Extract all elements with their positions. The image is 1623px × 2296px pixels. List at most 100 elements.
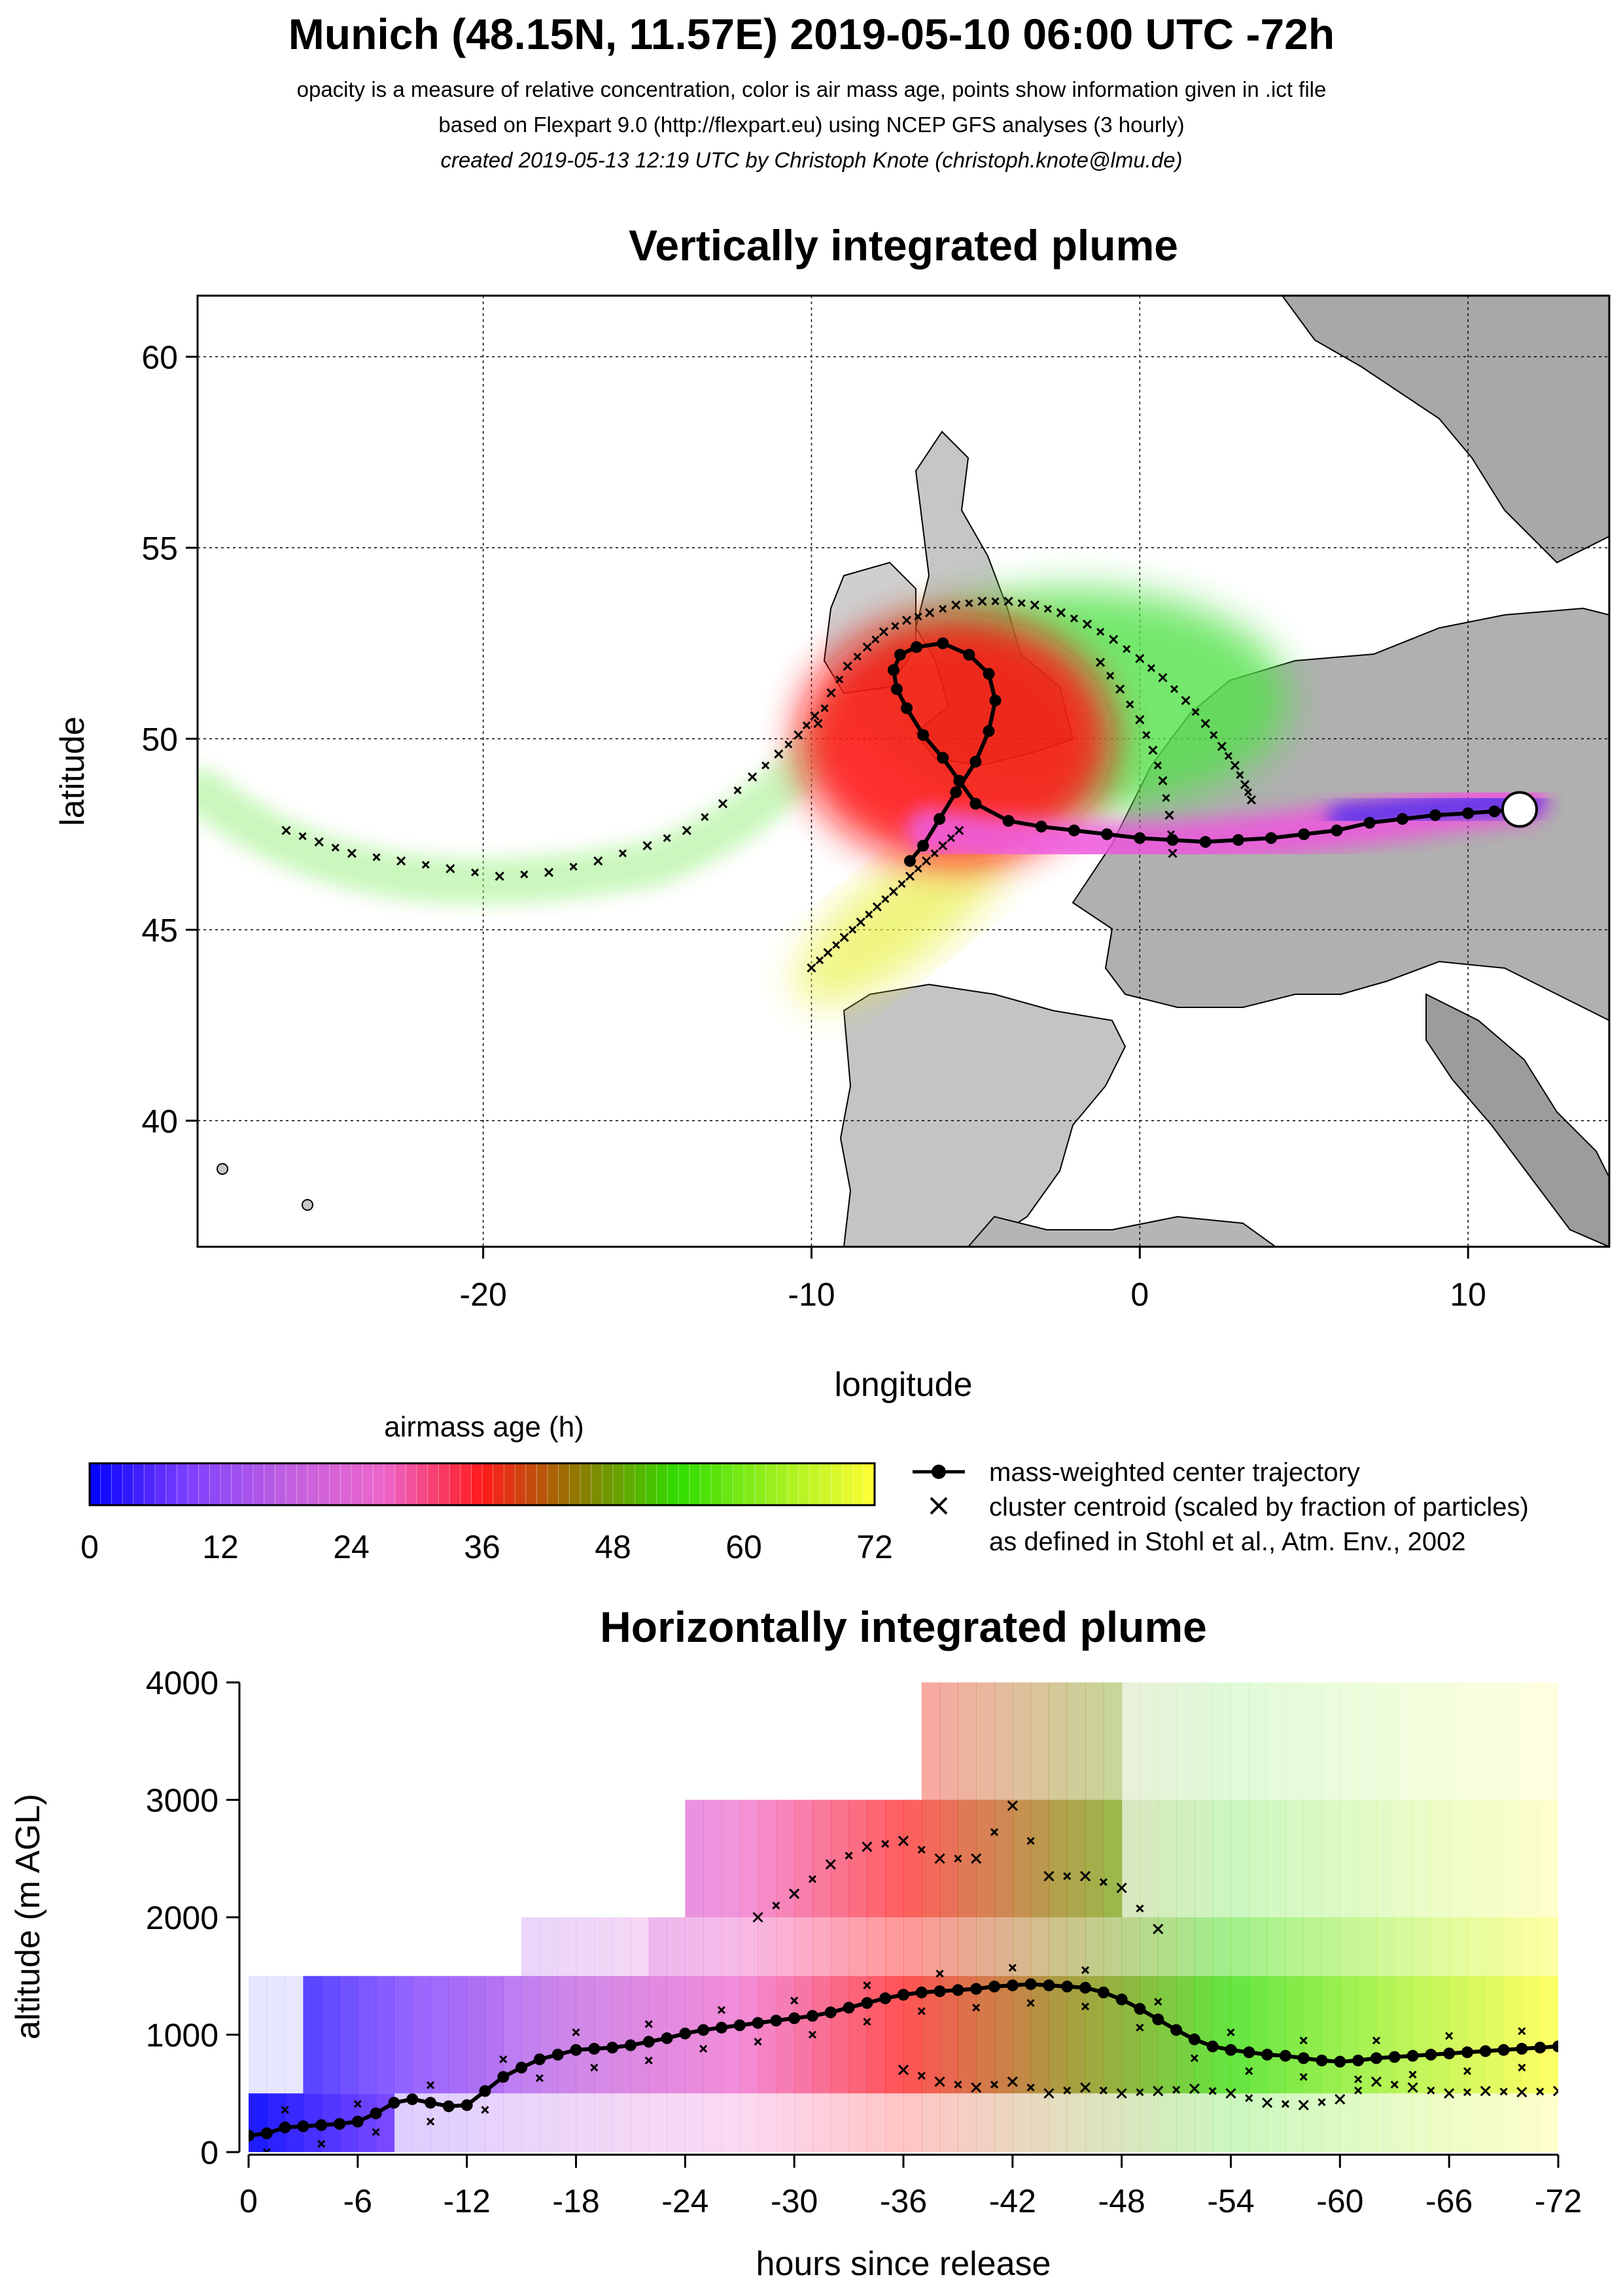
altitude-block bbox=[1140, 1975, 1159, 2094]
altitude-center-point bbox=[461, 2099, 473, 2112]
map-cluster-marker bbox=[1070, 614, 1079, 623]
colorbar-cell bbox=[776, 1463, 788, 1506]
map-cluster-marker bbox=[569, 862, 578, 871]
altitude-center-point bbox=[824, 2006, 837, 2019]
altitude-center-point bbox=[952, 1984, 964, 1996]
altitude-center-point bbox=[788, 2012, 801, 2025]
altitude-block bbox=[1376, 2093, 1395, 2152]
altitude-block bbox=[758, 1800, 777, 1917]
altitude-center-point bbox=[934, 1985, 946, 1998]
altitude-cluster-marker bbox=[262, 2148, 271, 2152]
altitude-center-point bbox=[1206, 2040, 1219, 2053]
colorbar-cell bbox=[220, 1463, 232, 1506]
altitude-center-point bbox=[588, 2043, 601, 2055]
map-cluster-marker bbox=[1056, 608, 1066, 617]
map-ytick-label: 60 bbox=[141, 339, 178, 375]
colorbar-cell bbox=[514, 1463, 527, 1506]
map-cluster-centroids bbox=[281, 597, 1257, 973]
altitude-block bbox=[1376, 1800, 1395, 1917]
map-cluster-marker bbox=[1043, 604, 1052, 613]
map-xtick-label: 10 bbox=[1450, 1276, 1486, 1313]
altitude-block bbox=[848, 2093, 867, 2152]
altitude-center-point bbox=[1297, 2052, 1310, 2064]
legend-cluster-label-1: cluster centroid (scaled by fraction of … bbox=[989, 1493, 1529, 1522]
map-cluster-marker bbox=[1230, 761, 1240, 771]
altitude-cluster-marker bbox=[590, 2063, 599, 2072]
altitude-block bbox=[758, 2093, 777, 2152]
altitude-center-point bbox=[442, 2100, 455, 2112]
altitude-block bbox=[539, 1917, 559, 1976]
colorbar-cell bbox=[852, 1463, 865, 1506]
altitude-center-point bbox=[497, 2071, 510, 2083]
altitude-center-point bbox=[988, 1980, 1001, 1992]
altitude-block bbox=[266, 1975, 286, 2094]
altitude-block bbox=[1449, 1975, 1468, 2094]
altitude-block bbox=[1085, 1682, 1104, 1800]
colorbar-cell bbox=[176, 1463, 189, 1506]
altitude-xtick-label: -12 bbox=[444, 2183, 491, 2219]
altitude-center-point bbox=[1425, 2049, 1437, 2061]
altitude-block bbox=[1067, 1917, 1086, 1976]
altitude-block bbox=[1103, 1917, 1123, 1976]
map-center-point bbox=[1068, 824, 1080, 837]
altitude-block bbox=[939, 1800, 959, 1917]
altitude-block bbox=[1412, 1917, 1431, 1976]
altitude-block bbox=[576, 1917, 595, 1976]
map-cluster-marker bbox=[421, 861, 430, 869]
colorbar-tick-label: 36 bbox=[464, 1529, 500, 1565]
colorbar-cell bbox=[296, 1463, 309, 1506]
altitude-block bbox=[340, 1975, 358, 2094]
altitude-xtick-label: -60 bbox=[1316, 2183, 1363, 2219]
altitude-ytick-label: 3000 bbox=[146, 1783, 218, 1819]
map-cluster-marker bbox=[888, 886, 899, 897]
altitude-block bbox=[1049, 1917, 1068, 1976]
map-cluster-marker bbox=[1147, 664, 1155, 672]
altitude-block bbox=[521, 1917, 540, 1976]
map-center-point bbox=[953, 774, 966, 787]
colorbar-cell bbox=[503, 1463, 515, 1506]
altitude-block bbox=[794, 1917, 813, 1976]
map-cluster-marker bbox=[832, 941, 841, 949]
map-center-point bbox=[904, 855, 916, 867]
altitude-ytick-label: 2000 bbox=[146, 1900, 218, 1936]
map-cluster-marker bbox=[314, 837, 324, 847]
altitude-block bbox=[1267, 2093, 1286, 2152]
altitude-center-point bbox=[861, 1997, 873, 2009]
altitude-cluster-marker bbox=[1427, 2086, 1435, 2095]
altitude-block bbox=[1522, 1917, 1541, 1976]
colorbar-cell bbox=[536, 1463, 548, 1506]
map-cluster-marker bbox=[954, 826, 964, 835]
altitude-center-point bbox=[1152, 2013, 1164, 2026]
altitude-center-point bbox=[406, 2093, 419, 2106]
altitude-block bbox=[466, 1975, 486, 2094]
colorbar-cell bbox=[405, 1463, 417, 1506]
altitude-block bbox=[1412, 1682, 1431, 1800]
altitude-cluster-marker bbox=[1390, 2080, 1399, 2089]
altitude-cluster-marker bbox=[772, 1901, 780, 1910]
altitude-block bbox=[1303, 1975, 1323, 2094]
map-center-point bbox=[1331, 824, 1343, 837]
altitude-block bbox=[412, 1975, 431, 2094]
map-cluster-marker bbox=[879, 627, 888, 636]
altitude-cluster-marker bbox=[917, 2072, 926, 2080]
land-north-africa bbox=[967, 1215, 1277, 1247]
altitude-center-point bbox=[570, 2044, 582, 2056]
altitude-cluster-marker bbox=[1189, 2083, 1200, 2095]
altitude-cluster-marker bbox=[535, 2074, 544, 2082]
altitude-block bbox=[1394, 1917, 1414, 1976]
map-cluster-marker bbox=[925, 608, 935, 617]
altitude-block bbox=[776, 2093, 795, 2152]
map-center-point bbox=[1232, 834, 1244, 846]
altitude-block bbox=[758, 1917, 777, 1976]
map-center-point bbox=[937, 752, 949, 764]
altitude-block bbox=[394, 1975, 413, 2094]
altitude-block bbox=[1522, 1682, 1541, 1800]
altitude-block bbox=[1067, 1975, 1086, 2094]
altitude-center-point bbox=[1134, 2003, 1146, 2015]
altitude-center-point bbox=[770, 2014, 782, 2026]
altitude-block bbox=[1140, 1800, 1159, 1917]
map-cluster-marker bbox=[835, 675, 844, 684]
altitude-center-point bbox=[551, 2049, 564, 2061]
colorbar-cell bbox=[863, 1463, 876, 1506]
altitude-block bbox=[958, 1800, 977, 1917]
